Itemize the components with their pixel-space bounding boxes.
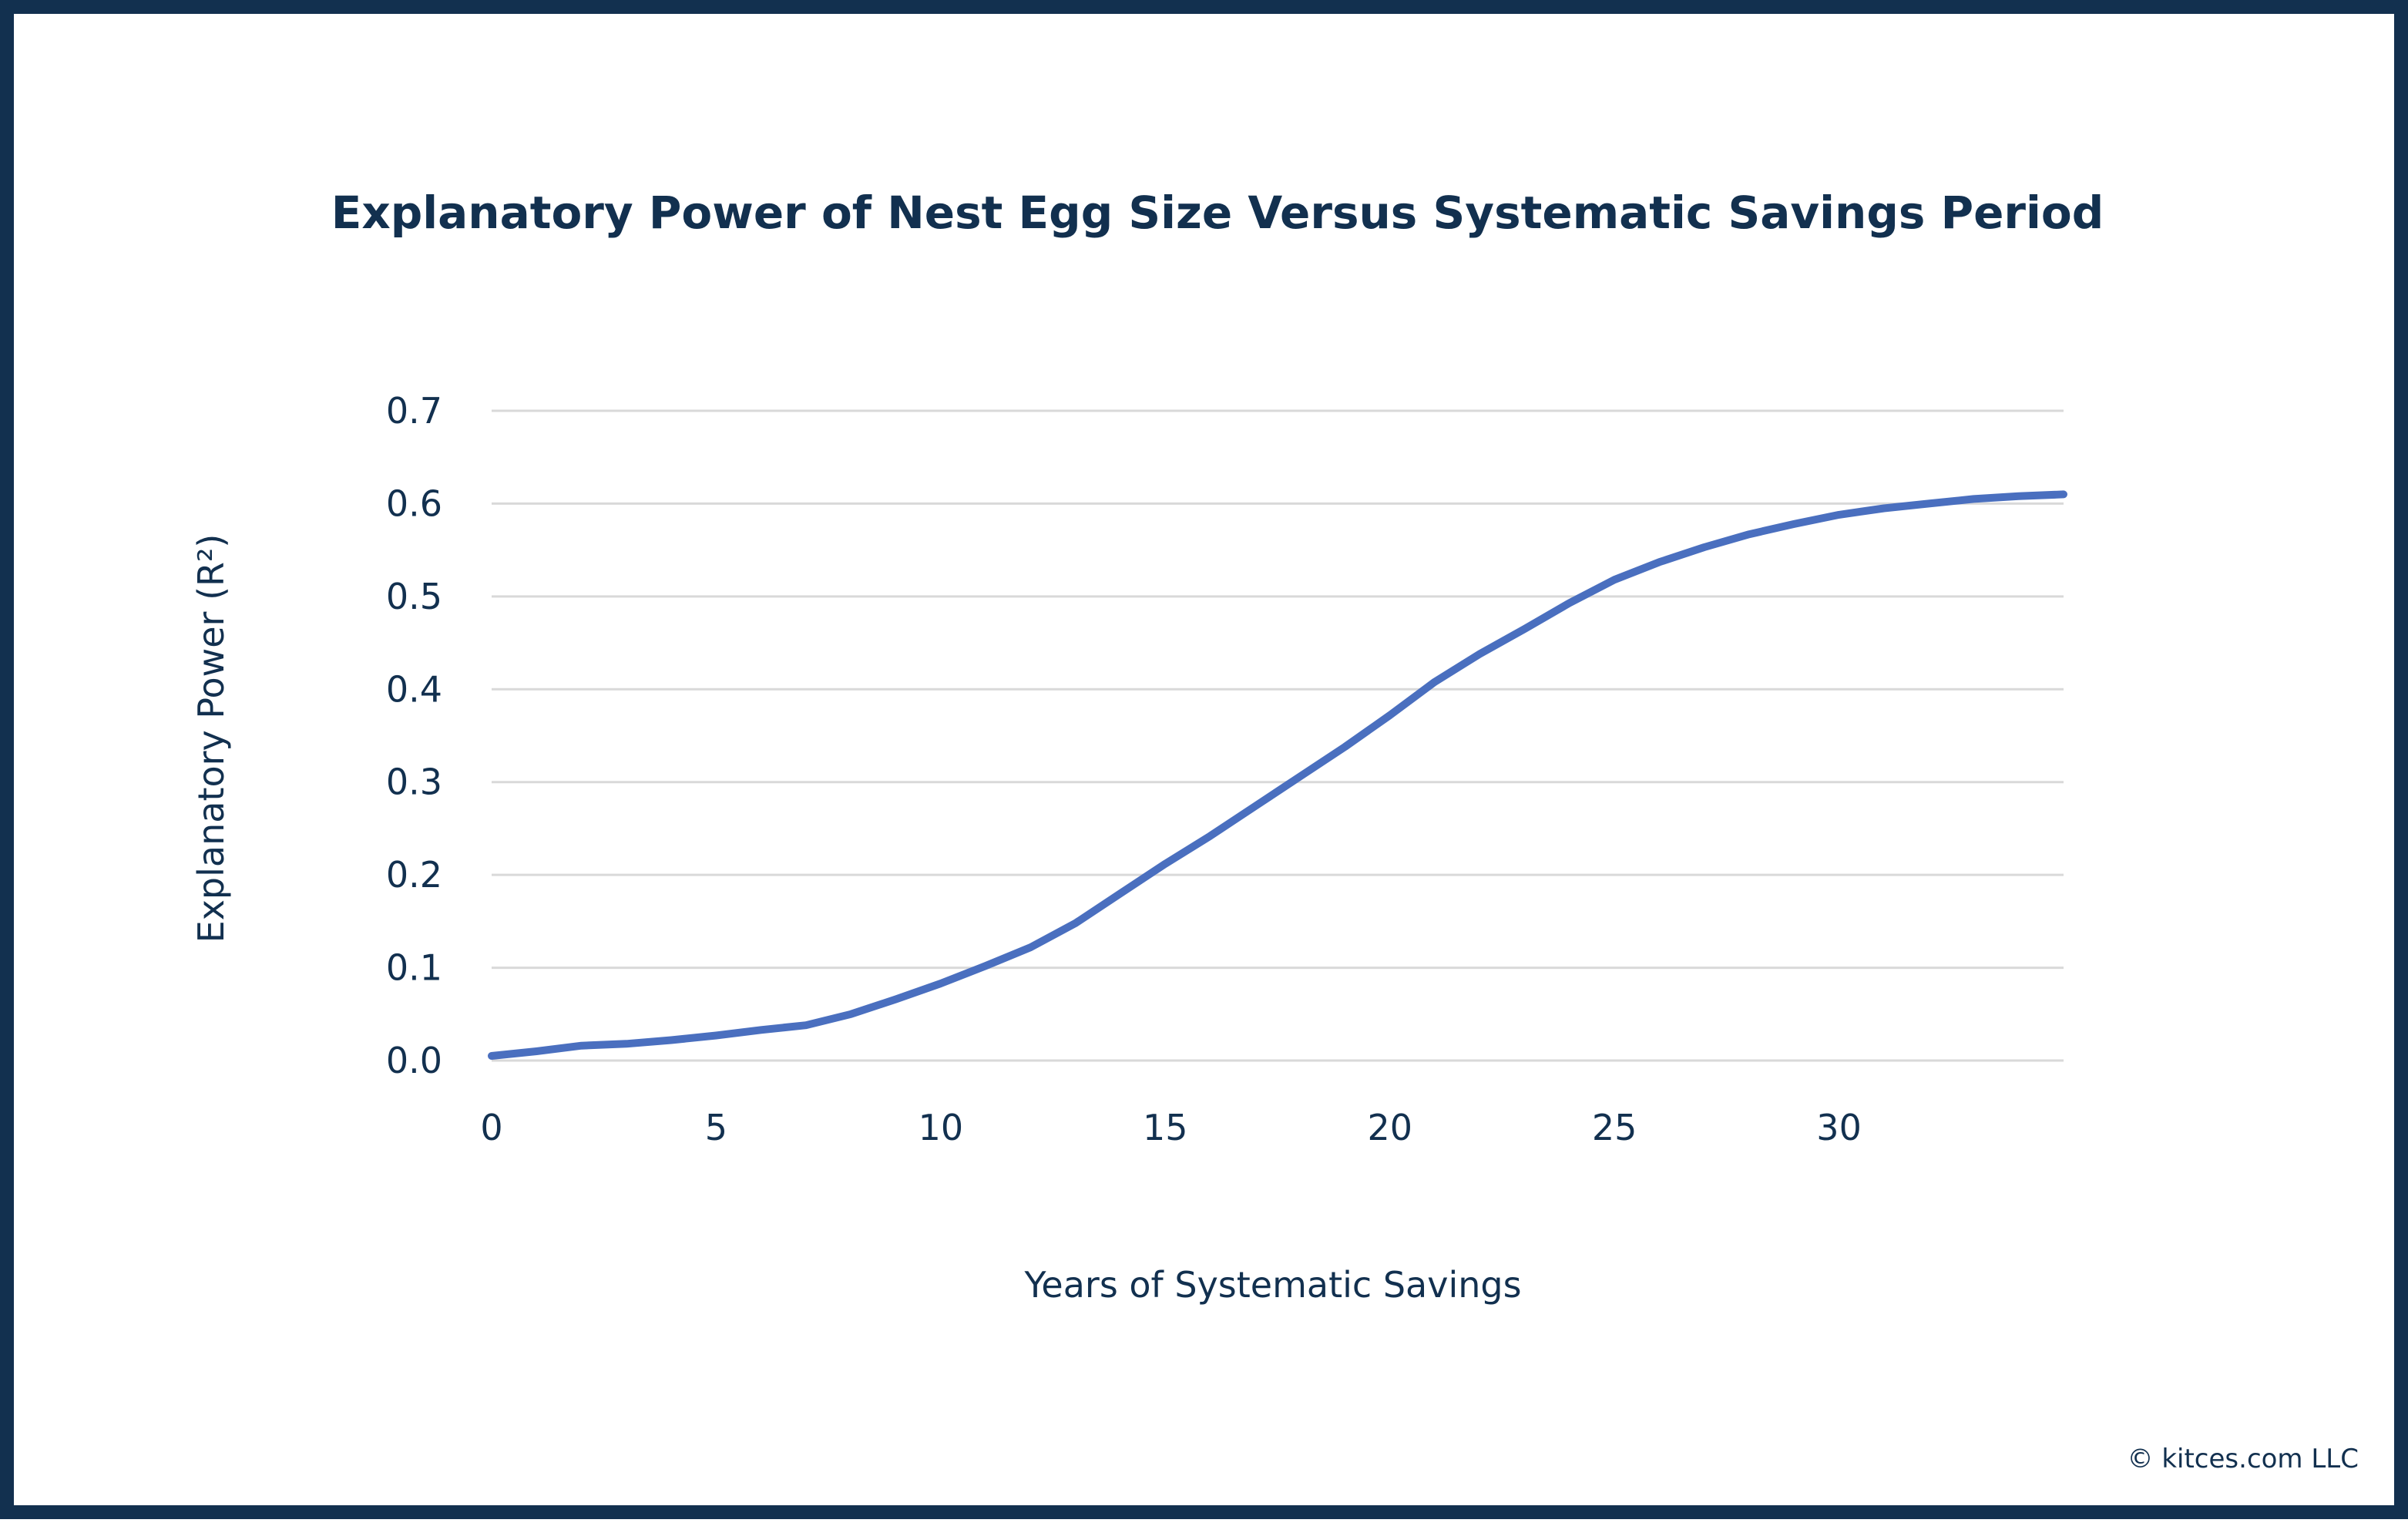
y-tick-label: 0.3 — [386, 761, 442, 803]
series-layer — [488, 490, 2067, 1060]
gridlines — [492, 409, 2064, 1062]
series-line-0 — [488, 490, 2067, 1060]
y-tick-label: 0.5 — [386, 576, 442, 617]
x-tick-labels: 0 5 10 15 20 25 30 — [480, 1107, 1861, 1148]
x-tick-label: 10 — [919, 1107, 964, 1148]
x-tick-label: 15 — [1143, 1107, 1188, 1148]
x-tick-label: 20 — [1367, 1107, 1412, 1148]
chart-svg: Explanatory Power of Nest Egg Size Versu… — [190, 187, 2104, 1306]
copyright-credit: © kitces.com LLC — [2127, 1444, 2359, 1474]
x-axis-title: Years of Systematic Savings — [1023, 1264, 1521, 1306]
y-tick-label: 0.2 — [386, 854, 442, 896]
y-tick-label: 0.6 — [386, 482, 442, 524]
y-tick-label: 0.4 — [386, 668, 442, 710]
chart-title: Explanatory Power of Nest Egg Size Versu… — [331, 187, 2104, 239]
y-tick-label: 0.7 — [386, 390, 442, 432]
y-axis-title: Explanatory Power (R²) — [190, 534, 232, 943]
y-tick-label: 0.1 — [386, 947, 442, 989]
y-tick-label: 0.0 — [386, 1040, 442, 1081]
y-tick-labels: 0.0 0.1 0.2 0.3 0.4 0.5 0.6 0.7 — [386, 390, 442, 1081]
x-tick-label: 30 — [1816, 1107, 1862, 1148]
x-tick-label: 5 — [705, 1107, 727, 1148]
x-tick-label: 0 — [480, 1107, 502, 1148]
x-tick-label: 25 — [1592, 1107, 1637, 1148]
